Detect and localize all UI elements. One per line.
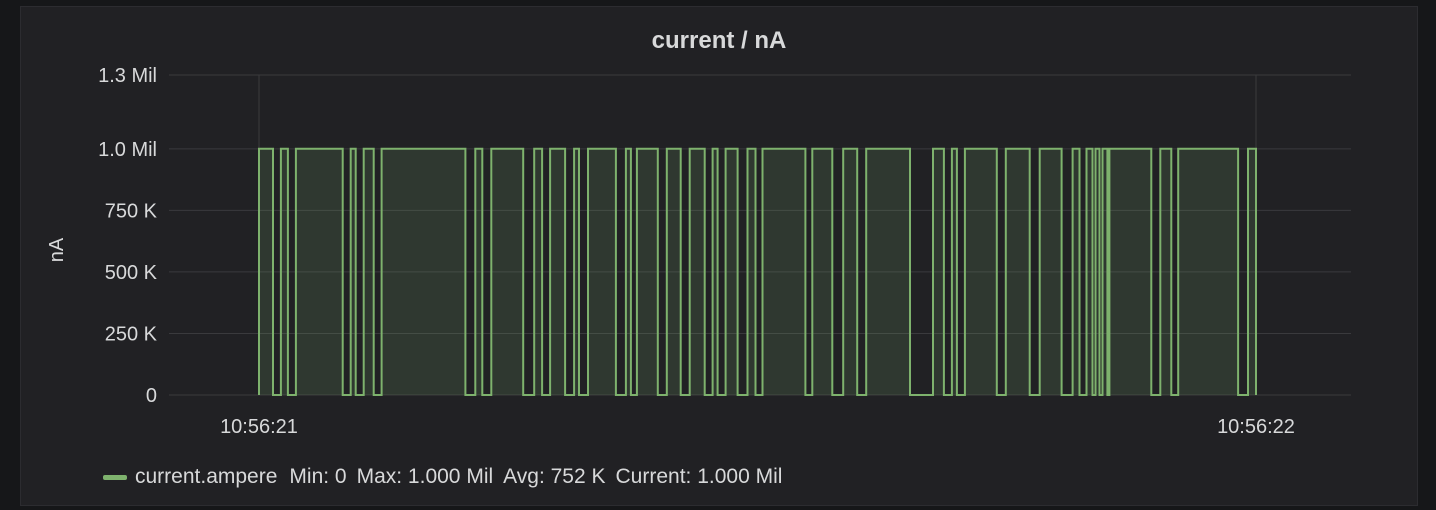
legend-series-name[interactable]: current.ampere	[135, 465, 278, 488]
x-tick-label: 10:56:22	[1217, 416, 1295, 438]
y-tick-label: 0	[146, 385, 157, 407]
x-tick-label: 10:56:21	[220, 416, 298, 438]
legend-swatch	[103, 474, 127, 480]
y-axis-label: nA	[46, 237, 68, 262]
legend-avg: Avg: 752 K	[503, 465, 606, 488]
legend-current: Current: 1.000 Mil	[615, 465, 783, 488]
y-tick-label: 500 K	[105, 262, 158, 284]
y-tick-label: 250 K	[105, 323, 158, 345]
legend-max: Max: 1.000 Mil	[356, 465, 494, 488]
legend: current.ampere Min: 0 Max: 1.000 Mil Avg…	[103, 463, 792, 491]
chart-plot: 0 250 K 500 K 750 K 1.0 Mil 1.3 Mil 10:56:21 10…	[46, 65, 1351, 438]
panel-title: current / nA	[651, 27, 787, 54]
y-tick-label: 1.0 Mil	[98, 139, 157, 161]
legend-min: Min: 0	[289, 465, 347, 488]
y-tick-label: 1.3 Mil	[98, 65, 157, 87]
graph-panel: current / nA 0 250 K 500 K 750 K 1.0 Mil 1.3 …	[20, 6, 1418, 506]
series-line	[258, 147, 1257, 396]
y-tick-label: 750 K	[105, 200, 158, 222]
